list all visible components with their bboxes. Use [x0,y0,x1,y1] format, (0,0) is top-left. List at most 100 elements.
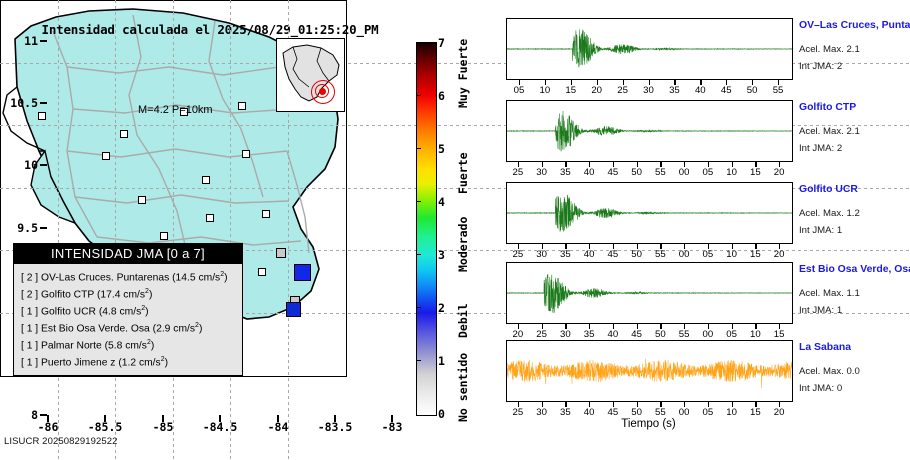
seismogram-x-tick [779,162,781,167]
seismogram-x-label: 40 [694,85,706,96]
map-y-label: 11 [24,34,38,48]
map-y-tick [40,227,47,229]
seismogram-x-tick [589,324,591,329]
station-marker[interactable] [238,102,246,110]
colorbar-category: No sentido [456,352,470,422]
station-marker[interactable] [120,130,128,138]
seismogram-trace[interactable] [506,182,793,244]
legend-unit-exp: 2 [141,305,146,313]
seismogram-x-label: 55 [655,249,666,260]
station-marker-highlighted[interactable] [294,264,311,281]
seismogram-x-tick [660,162,662,167]
legend-accel: 1.2 [121,357,137,369]
seismogram-trace[interactable] [506,100,793,162]
seismogram-x-label: 40 [583,167,595,178]
intensity-colorbar [416,42,437,416]
seismogram-x-label: 35 [560,167,571,178]
seismogram-x-label: 30 [560,329,571,340]
seismogram-x-tick [731,244,733,249]
seismogram-x-label: 50 [655,329,666,340]
station-marker[interactable] [180,108,188,116]
colorbar-label: 5 [438,142,445,156]
seismogram-x-tick [778,80,780,85]
station-marker[interactable] [160,232,168,240]
seismogram-x-tick [612,244,615,249]
seismogram-x-tick [648,80,650,85]
station-marker[interactable] [242,150,250,158]
station-marker[interactable] [102,152,110,160]
colorbar-category: Moderado [456,216,470,272]
seismogram-x-tick [517,402,520,407]
colorbar-category: Fuerte [456,152,470,194]
seismogram-trace[interactable] [506,18,793,80]
legend-level: [ 1 ] [21,323,39,335]
legend-level: [ 2 ] [21,272,39,284]
seismogram-station-name[interactable]: OV–Las Cruces, Puntar [799,20,910,31]
seismogram-x-label: 00 [702,329,714,340]
colorbar-label: 3 [438,248,445,262]
map-gridline-vertical [287,0,289,460]
seismogram-max-acceleration: Acel. Max. 2.1 [799,126,860,137]
legend-station: OV-Las Cruces. Puntarenas [41,272,170,284]
seismogram-x-label: 50 [631,249,642,260]
seismogram-x-label: 25 [617,85,628,96]
station-marker-highlighted[interactable] [286,302,301,317]
seismogram-trace[interactable] [506,262,793,324]
seismogram-trace[interactable] [506,340,793,402]
map-gridline-vertical [57,0,59,460]
seismogram-x-label: 10 [750,329,761,340]
legend-accel: 17.4 [100,289,121,301]
map-x-tick [391,415,393,422]
map-gridline-vertical [172,0,174,460]
inset-overview-map[interactable] [276,38,345,112]
seismogram-x-label: 45 [607,249,619,260]
station-marker[interactable] [262,210,270,218]
colorbar-label: 2 [438,301,445,315]
seismogram-x-label: 35 [669,85,680,96]
seismogram-station-name[interactable]: Golfito UCR [799,184,858,195]
seismogram-x-tick [684,324,686,329]
seismogram-x-tick [636,324,638,329]
seismogram-x-label: 20 [773,407,785,418]
footer-text: LISUCR 20250829192522 [4,436,118,447]
seismogram-x-label: 05 [513,85,525,96]
legend-station: Palmar Norte [41,340,102,352]
legend-level: [ 1 ] [21,340,39,352]
seismogram-station-name[interactable]: La Sabana [799,342,851,353]
station-marker[interactable] [258,268,266,276]
seismogram-x-tick [684,244,686,249]
seismogram-x-tick [731,162,733,167]
seismogram-x-tick [612,402,615,407]
station-marker[interactable] [38,112,46,120]
seismogram-station-name[interactable]: Golfito CTP [799,102,857,113]
seismogram-x-label: 10 [726,249,737,260]
legend-rows: [ 2 ] OV-Las Cruces. Puntarenas (14.5 cm… [14,264,242,375]
colorbar-label: 0 [438,407,445,421]
seismogram-x-label: 15 [773,329,785,340]
seismogram-x-label: 35 [560,249,571,260]
seismogram-station-name[interactable]: Est Bio Osa Verde, Osa [799,264,910,275]
seismogram-x-tick [541,402,543,407]
colorbar-tick [416,360,421,362]
map-x-label: -85 [152,420,174,434]
seismogram-x-tick [752,80,754,85]
station-marker[interactable] [276,248,286,258]
station-marker[interactable] [202,176,210,184]
seismogram-x-label: 25 [512,249,524,260]
seismogram-x-tick [726,80,728,85]
seismogram-x-tick [570,80,572,85]
station-marker[interactable] [138,196,146,204]
station-marker[interactable] [206,214,214,222]
colorbar-label: 6 [438,89,445,103]
legend-row: [ 1 ] Golfito UCR (4.8 cm/s2) [21,305,149,318]
colorbar-label: 7 [438,36,445,50]
map-gridline-horizontal [0,187,910,189]
seismogram-x-label: 15 [750,167,761,178]
seismogram-x-tick [779,244,781,249]
seismogram-x-tick [622,80,624,85]
map-y-tick [40,102,47,104]
legend-row: [ 1 ] Est Bio Osa Verde. Osa (2.9 cm/s2) [21,322,203,335]
map-x-label: -83 [381,420,403,434]
map-y-label: 10 [24,158,38,172]
colorbar-label: 1 [438,354,445,368]
